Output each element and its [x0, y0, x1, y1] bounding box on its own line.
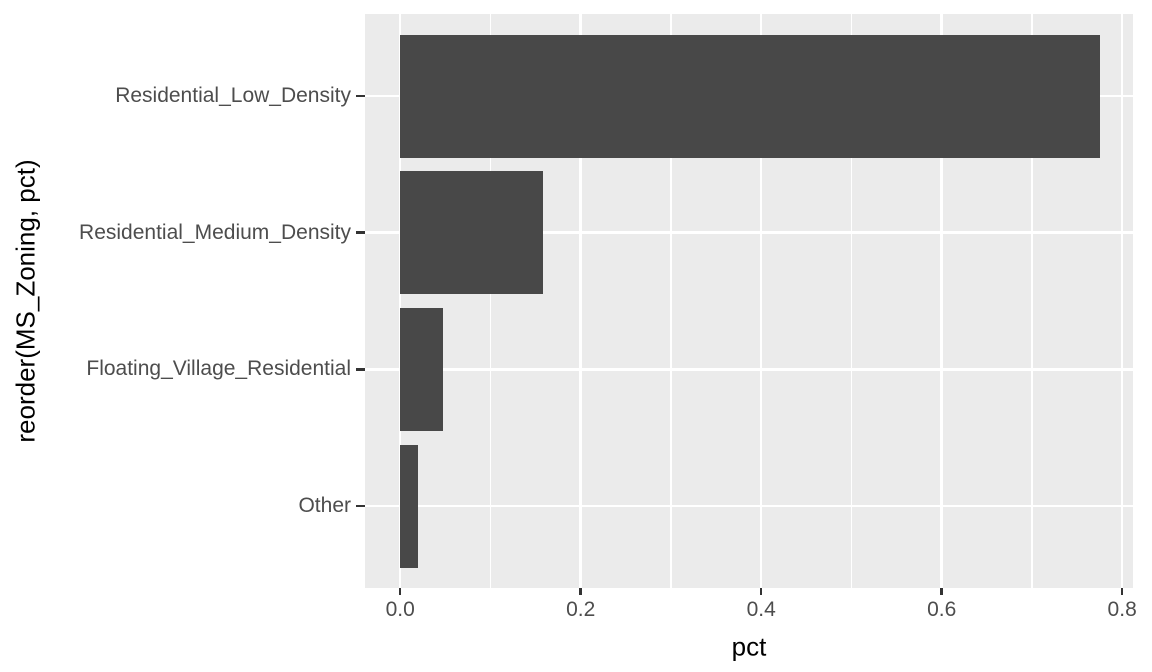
- y-tick-label: Residential_Low_Density: [115, 84, 351, 107]
- x-gridline-major: [759, 14, 763, 588]
- y-tick-mark: [356, 504, 365, 508]
- x-tick-mark: [1120, 588, 1124, 595]
- y-gridline-major: [365, 504, 1133, 508]
- x-gridline-major: [1120, 14, 1124, 588]
- bar: [400, 444, 419, 568]
- bar: [400, 34, 1100, 158]
- x-tick-mark: [759, 588, 763, 595]
- x-tick-mark: [579, 588, 582, 595]
- x-tick-label: 0.6: [927, 598, 957, 621]
- x-gridline-major: [579, 14, 582, 588]
- plot-panel: [365, 14, 1133, 588]
- x-tick-mark: [940, 588, 943, 595]
- y-gridline-major: [365, 231, 1133, 234]
- x-gridline-minor: [1031, 14, 1033, 588]
- x-tick-label: 0.2: [566, 598, 596, 621]
- x-axis-title: pct: [731, 631, 767, 662]
- y-tick-label: Residential_Medium_Density: [79, 220, 351, 244]
- bar: [400, 307, 443, 431]
- x-tick-label: 0.4: [746, 598, 776, 621]
- y-tick-mark: [356, 368, 365, 371]
- y-gridline-major: [365, 368, 1133, 371]
- y-tick-label: Floating_Village_Residential: [86, 357, 351, 381]
- y-tick-mark: [356, 231, 365, 234]
- x-tick-mark: [398, 588, 402, 595]
- x-gridline-minor: [850, 14, 853, 588]
- y-tick-label: Other: [298, 494, 351, 517]
- x-tick-label: 0.8: [1107, 598, 1137, 621]
- y-axis-title: reorder(MS_Zoning, pct): [10, 159, 41, 443]
- x-tick-label: 0.0: [385, 598, 415, 621]
- x-gridline-major: [940, 14, 943, 588]
- x-gridline-minor: [489, 14, 492, 588]
- y-tick-mark: [356, 94, 365, 98]
- x-gridline-major: [398, 14, 402, 588]
- x-gridline-minor: [670, 14, 672, 588]
- bar: [400, 171, 543, 295]
